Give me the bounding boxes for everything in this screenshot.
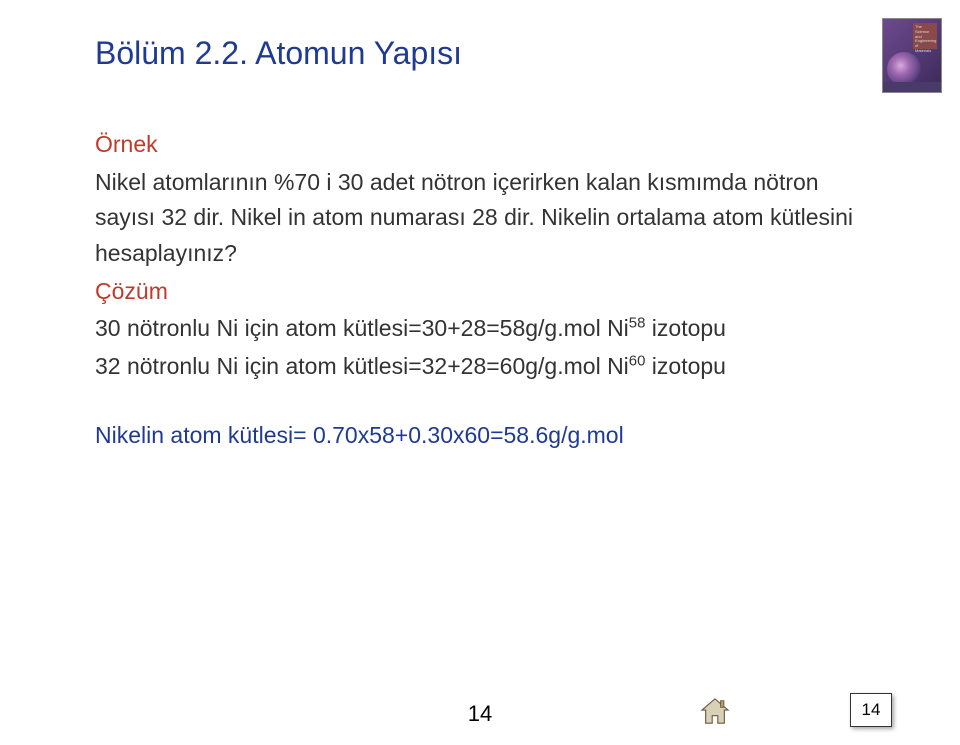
home-icon[interactable] — [700, 697, 730, 725]
slide-title: Bölüm 2.2. Atomun Yapısı — [95, 35, 865, 72]
solution-label: Çözüm — [95, 274, 865, 310]
book-cover-thumbnail: The Science and Engineering of Materials — [882, 18, 942, 93]
solution-line-2a: 32 nötronlu Ni için atom kütlesi=32+28=6… — [95, 353, 629, 379]
solution-line-2: 32 nötronlu Ni için atom kütlesi=32+28=6… — [95, 349, 865, 385]
page-number-center: 14 — [468, 701, 492, 727]
solution-line-1a: 30 nötronlu Ni için atom kütlesi=30+28=5… — [95, 315, 629, 341]
example-label: Örnek — [95, 127, 865, 163]
slide-footer: 14 14 — [0, 687, 960, 727]
solution-line-2b: izotopu — [645, 353, 726, 379]
problem-text: Nikel atomlarının %70 i 30 adet nötron i… — [95, 165, 865, 272]
page-number-box: 14 — [850, 693, 892, 727]
book-title-strip: The Science and Engineering of Materials — [913, 23, 937, 49]
book-cover-bottom — [883, 82, 941, 92]
solution-line-2-sup: 60 — [629, 352, 646, 369]
solution-line-1-sup: 58 — [629, 315, 646, 332]
book-cover-art — [887, 52, 921, 86]
result-line: Nikelin atom kütlesi= 0.70x58+0.30x60=58… — [95, 418, 865, 454]
solution-line-1: 30 nötronlu Ni için atom kütlesi=30+28=5… — [95, 311, 865, 347]
solution-line-1b: izotopu — [645, 315, 726, 341]
